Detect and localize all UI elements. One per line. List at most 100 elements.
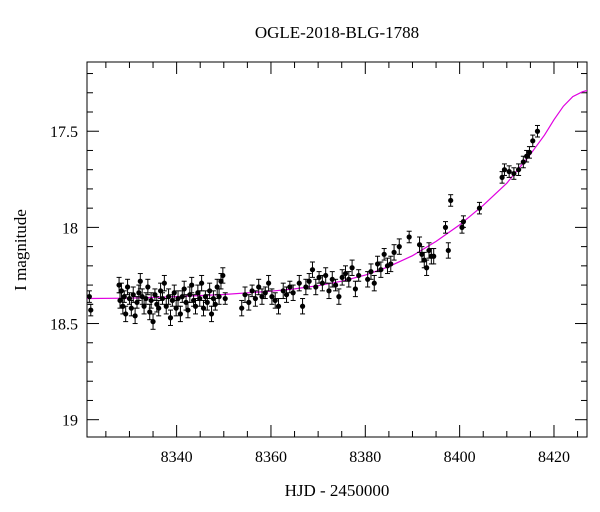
data-point bbox=[137, 278, 143, 284]
data-point bbox=[275, 303, 282, 309]
data-point bbox=[202, 294, 208, 300]
y-tick-label: 18 bbox=[62, 220, 78, 237]
data-point bbox=[336, 294, 342, 300]
data-point bbox=[272, 297, 278, 304]
data-point bbox=[199, 280, 205, 286]
y-axis-label: I magnitude bbox=[11, 209, 30, 291]
y-tick-label: 18.5 bbox=[50, 317, 78, 334]
data-point bbox=[191, 297, 197, 304]
data-point bbox=[266, 280, 272, 286]
data-point bbox=[120, 303, 126, 309]
data-point bbox=[218, 278, 224, 284]
data-point bbox=[416, 242, 423, 248]
data-point bbox=[116, 282, 122, 288]
data-point bbox=[352, 286, 358, 292]
data-point bbox=[185, 307, 191, 313]
data-point bbox=[246, 299, 252, 305]
data-point bbox=[156, 305, 162, 311]
data-point bbox=[499, 174, 505, 180]
data-point bbox=[130, 292, 136, 298]
data-point bbox=[173, 305, 179, 311]
data-point bbox=[516, 167, 522, 173]
data-point bbox=[171, 290, 177, 296]
chart-title: OGLE-2018-BLG-1788 bbox=[255, 23, 419, 42]
data-point bbox=[296, 280, 302, 286]
data-point bbox=[445, 247, 451, 254]
data-point bbox=[460, 219, 467, 225]
data-point bbox=[381, 251, 387, 257]
data-point bbox=[280, 288, 286, 294]
data-point bbox=[222, 295, 228, 302]
data-point bbox=[256, 284, 262, 290]
data-point bbox=[121, 294, 127, 300]
data-point bbox=[136, 290, 142, 296]
data-point bbox=[262, 290, 268, 296]
data-point bbox=[309, 267, 316, 273]
data-point bbox=[349, 265, 355, 271]
data-point bbox=[204, 299, 210, 305]
x-axis-label: HJD - 2450000 bbox=[285, 481, 390, 500]
data-point bbox=[378, 267, 384, 273]
data-point bbox=[124, 284, 131, 290]
data-point bbox=[220, 272, 226, 279]
data-point bbox=[86, 294, 92, 300]
data-point bbox=[524, 153, 530, 159]
model-curve bbox=[86, 89, 588, 300]
data-point bbox=[448, 197, 454, 204]
data-point bbox=[214, 284, 220, 290]
data-point bbox=[157, 288, 164, 294]
data-point bbox=[148, 297, 154, 304]
data-point bbox=[476, 205, 483, 211]
data-point bbox=[419, 251, 425, 257]
data-point bbox=[388, 261, 394, 267]
data-point bbox=[313, 284, 319, 290]
data-point bbox=[526, 149, 533, 155]
data-point bbox=[259, 294, 265, 300]
data-points bbox=[86, 124, 541, 330]
data-point bbox=[501, 167, 508, 173]
data-point bbox=[154, 301, 160, 307]
data-point bbox=[181, 286, 187, 292]
data-point bbox=[242, 292, 248, 298]
x-tick-label: 8380 bbox=[349, 449, 381, 466]
data-point bbox=[128, 305, 134, 311]
data-point bbox=[118, 288, 125, 294]
data-point bbox=[163, 303, 169, 309]
data-point bbox=[287, 284, 293, 290]
data-point bbox=[534, 128, 541, 134]
plot-frame bbox=[86, 61, 588, 438]
axis-ticks bbox=[87, 62, 587, 437]
tick-labels: 8340 8360 8380 8400 8420 17.5 18 18.5 19 bbox=[50, 124, 570, 466]
data-point bbox=[208, 311, 215, 317]
data-point bbox=[391, 249, 397, 255]
data-point bbox=[424, 265, 430, 271]
data-point bbox=[252, 295, 258, 302]
x-tick-label: 8360 bbox=[255, 449, 287, 466]
data-point bbox=[134, 299, 140, 305]
data-point bbox=[290, 290, 296, 296]
data-point bbox=[326, 288, 332, 294]
y-tick-label: 19 bbox=[62, 413, 78, 430]
data-point bbox=[506, 169, 512, 175]
data-point bbox=[167, 315, 174, 321]
data-point bbox=[207, 288, 213, 294]
data-point bbox=[520, 159, 526, 165]
data-point bbox=[216, 294, 222, 300]
data-point bbox=[316, 274, 322, 280]
data-point bbox=[166, 294, 172, 300]
data-point bbox=[442, 224, 449, 230]
x-tick-label: 8400 bbox=[444, 449, 476, 466]
data-point bbox=[329, 276, 335, 282]
data-point bbox=[88, 307, 94, 313]
data-point bbox=[150, 319, 156, 325]
data-point bbox=[511, 170, 517, 177]
data-point bbox=[346, 276, 352, 282]
data-point bbox=[371, 280, 377, 286]
data-point bbox=[426, 247, 432, 254]
data-point bbox=[145, 284, 151, 290]
data-point bbox=[332, 282, 339, 288]
data-point bbox=[117, 297, 123, 304]
data-point bbox=[200, 305, 207, 311]
data-point bbox=[132, 313, 138, 319]
